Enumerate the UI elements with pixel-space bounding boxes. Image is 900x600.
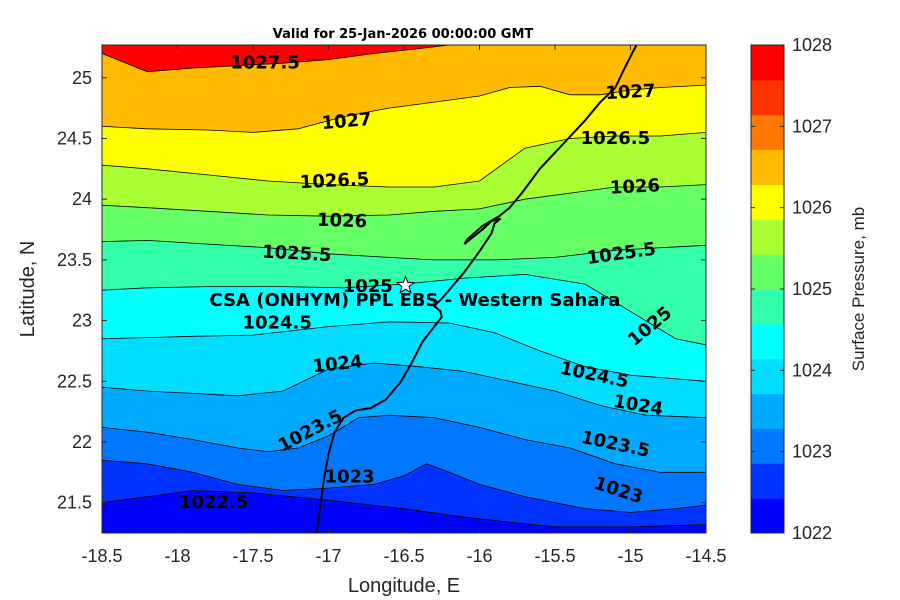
y-tick-label: 24 [72, 189, 92, 209]
colorbar-ticks: 1022 1023 1024 1025 1026 1027 1028 [751, 35, 832, 543]
isobar-1025.5 [102, 239, 706, 261]
colorbar-bands [751, 45, 784, 534]
colorbar-band [751, 393, 784, 429]
station-star-icon [395, 274, 416, 294]
colorbar-band [751, 219, 784, 255]
colorbar-band [751, 184, 784, 220]
colorbar-tick-label: 1024 [792, 360, 832, 380]
colorbar-band [751, 254, 784, 290]
isobar-1023.5 [102, 414, 706, 473]
contour-label: 1027 [605, 81, 656, 105]
x-tick-label: -14.5 [685, 546, 726, 566]
colorbar-tick-label: 1022 [792, 523, 832, 543]
colorbar-band [751, 149, 784, 185]
colorbar-band [751, 463, 784, 499]
colorbar-band [751, 358, 784, 395]
contour-label: 1027 [321, 109, 373, 134]
colorbar-tick-label: 1025 [792, 279, 832, 299]
colorbar-band [751, 79, 784, 116]
contour-label: 1026.5 [581, 128, 650, 149]
contour-label: 1025 [343, 276, 393, 297]
y-tick-label: 21.5 [57, 493, 92, 513]
station-label: CSA (ONHYM) PPL EBS - Western Sahara [210, 290, 621, 311]
plot-area: 1027.5 1027 1027 1026.5 1026.5 1026 1026 1025.5… [102, 45, 706, 533]
isobar-1026 [102, 184, 706, 217]
x-tick-label: -15.5 [534, 546, 575, 566]
contour-label: 1022.5 [179, 492, 248, 513]
isobar-1027 [102, 84, 706, 133]
x-tick-label: -18 [164, 546, 190, 566]
isobar-contours [102, 45, 706, 528]
colorbar-tick-label: 1027 [792, 116, 832, 136]
x-tick-label: -17 [315, 546, 341, 566]
y-tick-label: 22 [72, 432, 92, 452]
x-tick-label: -17.5 [232, 546, 273, 566]
colorbar-band [751, 114, 784, 151]
contour-label: 1026 [609, 175, 660, 199]
contour-label: 1023 [325, 467, 375, 488]
y-axis-ticks: 21.5 22 22.5 23 23.5 24 24.5 25 [57, 68, 706, 513]
contour-label: 1024.5 [242, 313, 311, 334]
x-tick-label: -15 [617, 546, 643, 566]
isobar-1027.5 [102, 45, 450, 73]
isobar-1024.5 [102, 321, 706, 382]
colorbar-tick-label: 1026 [792, 198, 832, 218]
y-tick-label: 25 [72, 68, 92, 88]
y-tick-label: 24.5 [57, 128, 92, 148]
x-tick-label: -16.5 [383, 546, 424, 566]
y-tick-label: 22.5 [57, 371, 92, 391]
band-below-1022.5 [102, 490, 706, 533]
station-group [395, 274, 416, 294]
x-axis-ticks: -18.5 -18 -17.5 -17 -16.5 -16 -15.5 -15 -14.5 [81, 45, 727, 566]
contour-label: 1027.5 [230, 53, 299, 74]
contour-label: 1026.5 [299, 169, 369, 194]
colorbar: 1022 1023 1024 1025 1026 1027 1028 Surface Pre… [750, 35, 868, 543]
isobar-1022.5 [102, 490, 706, 528]
colorbar-tick-label: 1028 [792, 35, 832, 55]
plot-title: Valid for 25-Jan-2026 00:00:00 GMT [273, 27, 534, 42]
isobar-1026.5 [102, 132, 706, 188]
colorbar-band [751, 498, 784, 534]
contour-label: 1025.5 [262, 241, 332, 266]
y-tick-label: 23 [72, 311, 92, 331]
isobar-1025 [102, 273, 706, 346]
contour-label: 1024 [312, 351, 364, 377]
isobar-1023 [102, 459, 706, 513]
y-axis-title: Latitude, N [17, 241, 39, 338]
coastline [315, 45, 638, 533]
x-axis-title: Longitude, E [348, 575, 460, 597]
colorbar-title: Surface Pressure, mb [849, 207, 868, 371]
isobar-1024 [102, 362, 706, 419]
colorbar-band [751, 323, 784, 360]
x-tick-label: -16 [466, 546, 492, 566]
contour-label: 1026 [317, 210, 368, 233]
pressure-bands [102, 45, 706, 533]
colorbar-band [751, 289, 784, 325]
x-tick-label: -18.5 [81, 546, 122, 566]
colorbar-band [751, 428, 784, 464]
y-tick-label: 23.5 [57, 250, 92, 270]
colorbar-tick-label: 1023 [792, 442, 832, 462]
colorbar-band [751, 45, 784, 81]
